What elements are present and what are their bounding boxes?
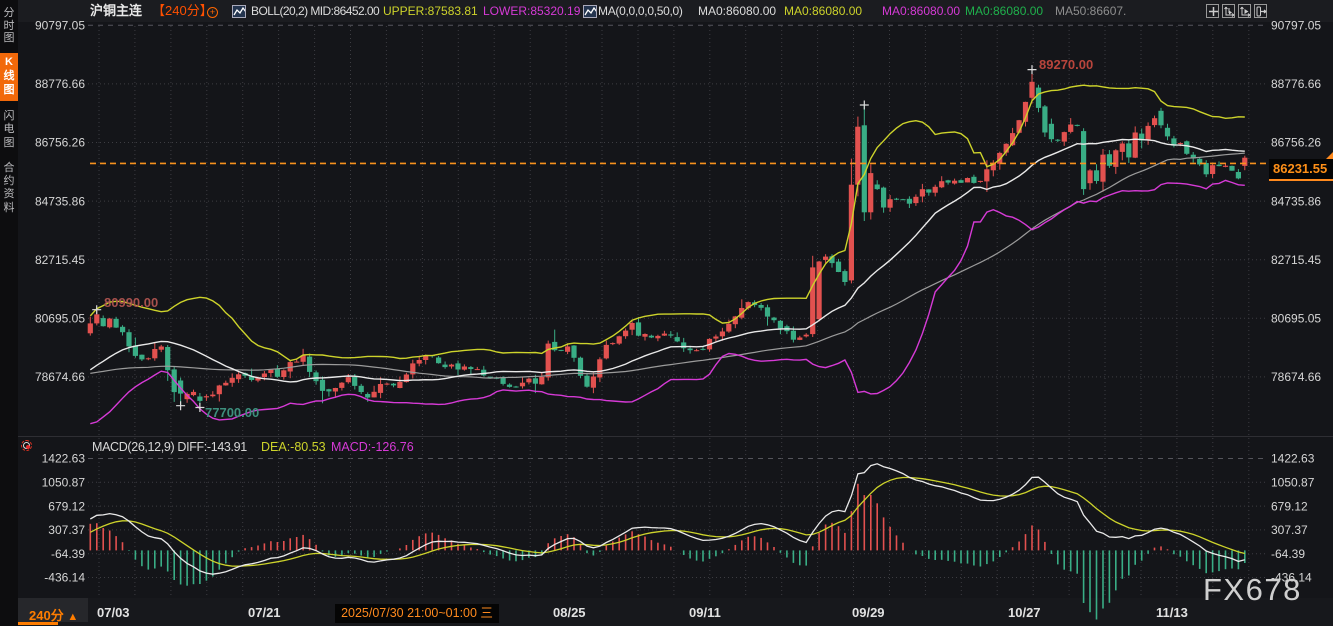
svg-text:-64.39: -64.39 (51, 547, 85, 561)
svg-text:78674.66: 78674.66 (35, 370, 85, 384)
svg-text:1050.87: 1050.87 (1271, 476, 1315, 490)
svg-text:77700.00: 77700.00 (205, 405, 259, 420)
svg-text:679.12: 679.12 (48, 499, 85, 513)
svg-text:88776.66: 88776.66 (35, 77, 85, 91)
svg-text:679.12: 679.12 (1271, 499, 1308, 513)
svg-text:1422.63: 1422.63 (1271, 452, 1315, 466)
svg-text:307.37: 307.37 (48, 523, 85, 537)
svg-text:1422.63: 1422.63 (42, 452, 86, 466)
svg-text:86756.26: 86756.26 (1271, 136, 1321, 150)
svg-text:90797.05: 90797.05 (1271, 19, 1321, 33)
svg-text:-436.14: -436.14 (44, 571, 85, 585)
svg-text:80990.00: 80990.00 (104, 295, 158, 310)
svg-text:84735.86: 84735.86 (1271, 194, 1321, 208)
svg-text:90797.05: 90797.05 (35, 19, 85, 33)
svg-text:89270.00: 89270.00 (1039, 57, 1093, 72)
svg-text:84735.86: 84735.86 (35, 194, 85, 208)
svg-text:80695.05: 80695.05 (35, 312, 85, 326)
svg-text:307.37: 307.37 (1271, 523, 1308, 537)
svg-text:MACD:-126.76: MACD:-126.76 (331, 440, 414, 454)
svg-text:FX678: FX678 (1203, 572, 1302, 607)
svg-text:88776.66: 88776.66 (1271, 77, 1321, 91)
svg-text:1050.87: 1050.87 (42, 476, 86, 490)
svg-text:78674.66: 78674.66 (1271, 370, 1321, 384)
svg-text:DEA:-80.53: DEA:-80.53 (261, 440, 326, 454)
svg-text:80695.05: 80695.05 (1271, 312, 1321, 326)
svg-text:MACD(26,12,9) DIFF:-143.91: MACD(26,12,9) DIFF:-143.91 (92, 440, 247, 454)
svg-text:82715.45: 82715.45 (1271, 253, 1321, 267)
svg-text:-64.39: -64.39 (1271, 547, 1305, 561)
svg-text:82715.45: 82715.45 (35, 253, 85, 267)
svg-text:-436.14: -436.14 (1271, 571, 1312, 585)
svg-text:86756.26: 86756.26 (35, 136, 85, 150)
